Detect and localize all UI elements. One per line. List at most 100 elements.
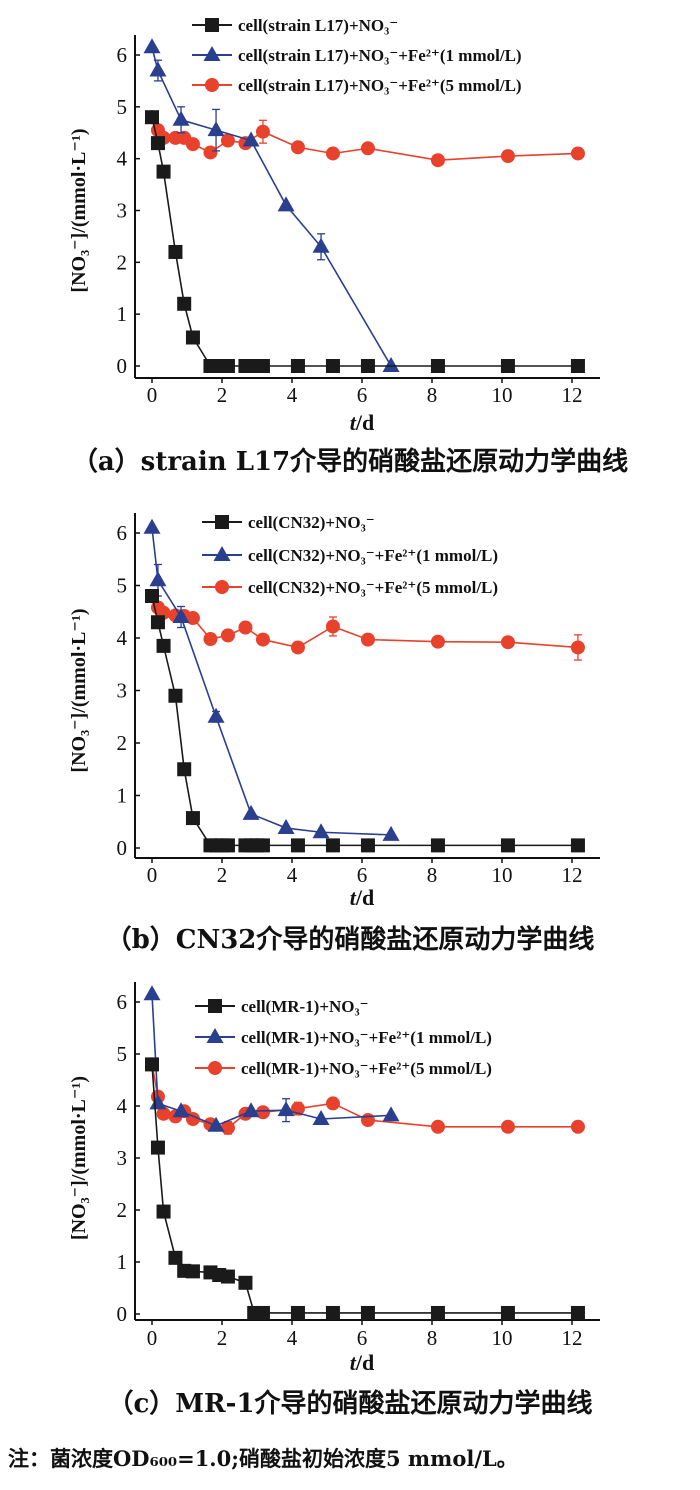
y-tick-label: 3	[117, 199, 128, 223]
y-tick-label: 4	[117, 626, 128, 650]
data-point-triangle	[207, 121, 225, 137]
data-point-circle	[255, 1105, 270, 1120]
data-point-triangle	[312, 823, 330, 839]
data-point-square	[500, 359, 515, 373]
series-triangle	[143, 985, 400, 1132]
data-point-square	[500, 838, 515, 853]
data-point-square	[156, 638, 171, 653]
data-point-triangle	[172, 608, 190, 623]
data-point-circle	[430, 634, 445, 649]
figure-note: 注：菌浓度OD₆₀₀=1.0;硝酸盐初始浓度5 mmol/L。	[8, 1446, 518, 1471]
x-tick-label: 12	[562, 383, 583, 407]
data-point-circle	[220, 133, 235, 148]
data-point-circle	[203, 632, 218, 647]
data-point-square	[570, 1305, 585, 1320]
data-point-square	[290, 359, 305, 373]
data-point-circle	[570, 146, 585, 161]
y-axis-label: [NO₃⁻]/(mmol·L⁻¹)	[68, 1076, 90, 1240]
data-point-square	[255, 838, 270, 853]
data-point-triangle	[143, 985, 161, 1001]
data-point-square	[215, 515, 229, 529]
data-point-circle	[360, 141, 375, 156]
data-point-triangle	[277, 196, 295, 212]
data-point-triangle	[207, 1116, 225, 1132]
legend: cell(strain L17)+NO₃⁻ cell(strain L17)+NO…	[192, 16, 522, 95]
data-point-triangle	[206, 1028, 224, 1043]
data-point-triangle	[149, 571, 167, 587]
data-point-triangle	[143, 38, 161, 54]
legend-label: cell(CN32)+NO₃⁻+Fe²⁺(1 mmol/L)	[248, 546, 498, 565]
data-point-circle	[570, 640, 585, 655]
panel-caption: （b）CN32介导的硝酸盐还原动力学曲线	[106, 924, 595, 955]
series-line	[151, 1064, 578, 1314]
legend-label: cell(MR-1)+NO₃⁻+Fe²⁺(1 mmol/L)	[241, 1028, 492, 1047]
data-point-circle	[500, 149, 515, 164]
data-point-circle	[220, 628, 235, 643]
data-point-circle	[220, 1120, 235, 1135]
panel-caption: （c）MR-1介导的硝酸盐还原动力学曲线	[107, 1388, 592, 1419]
data-point-circle	[203, 145, 218, 160]
data-point-circle	[325, 1096, 340, 1111]
y-tick-label: 4	[117, 147, 128, 171]
y-tick-label: 3	[117, 679, 128, 703]
data-point-square	[290, 1305, 305, 1320]
data-point-triangle	[242, 1102, 260, 1118]
x-tick-label: 2	[217, 383, 228, 407]
data-point-square	[208, 999, 222, 1013]
data-point-circle	[156, 1106, 171, 1121]
data-point-circle	[360, 1113, 375, 1128]
data-point-square	[156, 164, 171, 179]
data-point-triangle	[203, 46, 221, 61]
x-axis-label-italic: t	[350, 885, 357, 910]
x-axis-label-unit: /d	[355, 410, 374, 435]
series-line	[151, 47, 392, 367]
y-tick-label: 5	[117, 95, 128, 119]
panel-caption: （a）strain L17介导的硝酸盐还原动力学曲线	[72, 446, 628, 477]
legend-label: cell(strain L17)+NO₃⁻+Fe²⁺(5 mmol/L)	[238, 76, 522, 95]
data-point-circle	[430, 153, 445, 168]
data-point-circle	[185, 137, 200, 152]
data-point-square	[255, 359, 270, 373]
data-point-circle	[255, 124, 270, 139]
data-point-circle	[570, 1119, 585, 1134]
data-point-circle	[325, 619, 340, 634]
data-point-square	[360, 838, 375, 853]
x-axis-label-italic: t	[350, 1350, 357, 1375]
y-tick-label: 6	[117, 521, 128, 545]
data-point-square	[238, 1275, 253, 1290]
data-point-square	[325, 359, 340, 373]
x-axis-label-unit: /d	[355, 1350, 374, 1375]
legend-label: cell(strain L17)+NO₃⁻+Fe²⁺(1 mmol/L)	[238, 46, 522, 65]
data-point-square	[220, 359, 235, 373]
series-square	[145, 1057, 585, 1320]
data-point-square	[150, 615, 165, 630]
y-tick-label: 1	[117, 302, 128, 326]
x-axis-label: t/d	[350, 1350, 374, 1375]
data-point-square	[177, 296, 192, 311]
x-tick-label: 10	[492, 863, 513, 887]
x-tick-label: 12	[562, 1326, 583, 1350]
y-tick-label: 4	[117, 1094, 128, 1118]
x-tick-label: 10	[492, 1326, 513, 1350]
y-tick-label: 2	[117, 1198, 128, 1222]
y-tick-label: 0	[117, 354, 128, 378]
data-point-square	[360, 359, 375, 373]
legend: cell(CN32)+NO₃⁻ cell(CN32)+NO₃⁻+Fe²⁺(1 mm…	[202, 513, 498, 597]
data-point-circle	[185, 611, 200, 626]
data-point-circle	[360, 632, 375, 647]
x-tick-label: 8	[427, 863, 438, 887]
data-point-square	[185, 330, 200, 345]
series-triangle	[143, 518, 400, 841]
data-point-triangle	[382, 357, 400, 372]
data-point-square	[570, 838, 585, 853]
data-point-square	[205, 18, 219, 32]
data-point-triangle	[207, 707, 225, 723]
data-point-square	[290, 838, 305, 853]
data-point-circle	[500, 1119, 515, 1134]
x-tick-label: 8	[427, 383, 438, 407]
y-axis-label: [NO₃⁻]/(mmol·L⁻¹)	[68, 128, 90, 292]
data-point-circle	[205, 78, 219, 92]
data-point-triangle	[382, 825, 400, 841]
